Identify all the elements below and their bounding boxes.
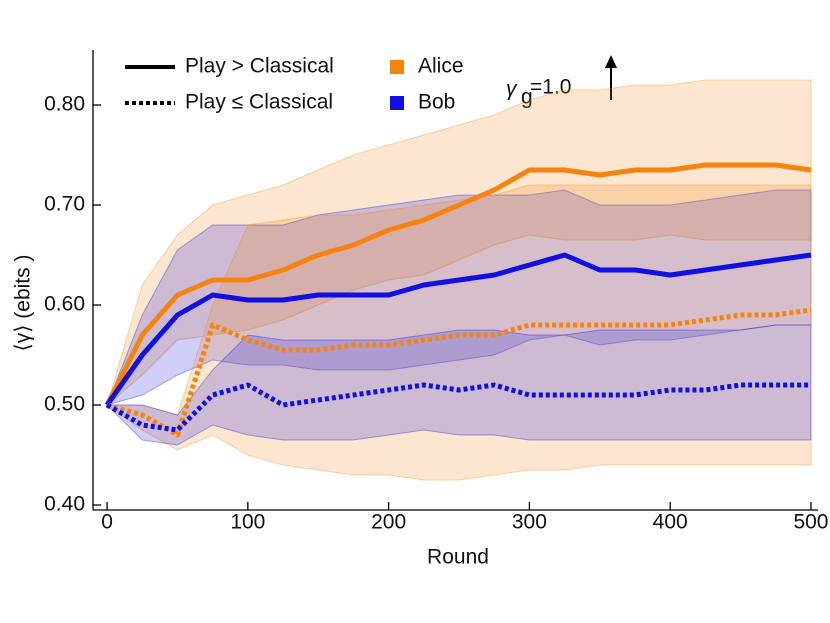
annotation-arrowhead (605, 55, 617, 68)
series-line (105, 252, 812, 407)
series-line (105, 382, 811, 433)
annotation-text: =1.0 (530, 76, 571, 99)
band (105, 324, 812, 446)
y-tick-label: 0.40 (44, 493, 85, 516)
x-tick-label: 0 (101, 511, 113, 534)
y-tick-label: 0.80 (44, 93, 85, 116)
x-tick-label: 100 (230, 511, 265, 534)
legend-label: Bob (418, 91, 455, 114)
annotation: γ g =1.0 (506, 55, 617, 109)
x-axis-label: Round (427, 546, 489, 569)
series-line (106, 307, 812, 438)
y-tick-label: 0.70 (44, 193, 85, 216)
series-line (104, 162, 812, 407)
x-tick-label: 300 (512, 511, 547, 534)
x-tick-label: 400 (653, 511, 688, 534)
legend-swatch (390, 96, 404, 110)
x-tick-label: 200 (371, 511, 406, 534)
y-tick-label: 0.50 (44, 393, 85, 416)
legend-label: Play ≤ Classical (185, 91, 333, 114)
legend-label: Play > Classical (185, 55, 334, 78)
annotation-symbol: γ (506, 78, 518, 101)
annotation-subscript: g (521, 86, 533, 109)
legend-label: Alice (418, 55, 464, 78)
y-tick-label: 0.60 (44, 293, 85, 316)
legend-swatch (390, 60, 404, 74)
y-axis-label: ⟨γ⟩ (ebits ) (12, 255, 35, 352)
x-tick-label: 500 (793, 511, 828, 534)
